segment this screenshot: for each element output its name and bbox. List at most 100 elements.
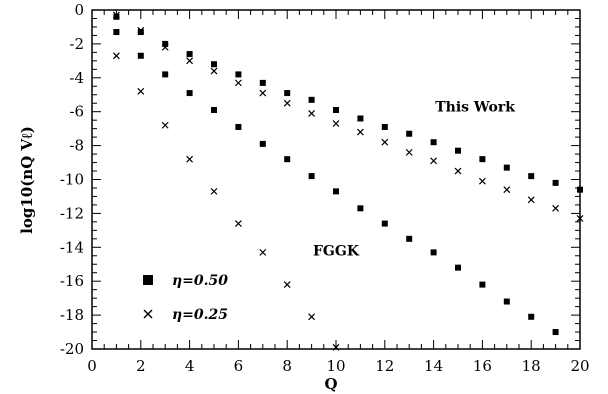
y-tick-label: -10 [60,171,84,189]
plot-axes: 0 2 4 6 8 10 12 14 16 18 20 0 -2 -4 -6 -8 -10 -12 -14 -16 -1… [60,1,590,375]
data-point-x [308,313,316,321]
data-point-x [259,248,267,256]
data-point-square [552,179,559,186]
legend-marker-square [143,275,153,285]
x-tick-label: 8 [282,357,292,375]
data-point-x [210,187,218,195]
data-point-square [235,71,242,78]
data-point-square [113,13,120,20]
x-tick-label: 6 [234,357,244,375]
data-point-x [478,177,486,185]
x-tick-label: 10 [326,357,345,375]
plot-frame [91,9,581,350]
x-axis-label: Q [324,375,337,393]
data-point-square [113,29,120,36]
data-point-square [333,188,339,195]
data-point-x [576,215,584,222]
data-point-x [234,79,242,87]
data-point-square [455,147,461,154]
data-point-square [479,281,486,288]
data-point-square [162,71,169,78]
x-tick-label: 12 [375,357,394,375]
data-point-x [527,196,535,204]
y-tick-label: -2 [69,35,84,53]
data-point-x [161,43,169,51]
data-point-x [186,57,194,65]
data-point-square [308,173,315,180]
data-point-square [528,173,535,180]
data-point-square [186,90,193,97]
data-point-x [356,128,364,136]
data-point-x [454,167,462,175]
y-tick-label: -18 [60,306,84,324]
data-point-square [503,164,510,171]
legend: η=0.50 η=0.25 [143,273,228,323]
data-point-x [112,52,120,60]
data-point-x [503,186,511,194]
x-tick-label: 18 [522,357,541,375]
legend-label-eta-050: η=0.50 [172,273,228,289]
data-point-x [405,148,413,156]
data-point-x [137,26,145,34]
x-tick-label: 2 [136,357,146,375]
data-point-x [234,220,242,227]
data-point-square [259,140,266,147]
annotation-this-work: This Work [435,100,515,116]
data-point-square [430,249,437,256]
data-point-square [137,52,144,59]
y-tick-label: -6 [69,103,84,121]
data-point-square [381,220,388,227]
data-point-square [406,130,413,137]
data-point-square [381,123,388,130]
data-point-x [112,11,120,19]
y-tick-label: -20 [60,340,84,358]
y-tick-label: -12 [60,204,84,222]
x-tick-label: 16 [473,357,492,375]
data-point-square [577,186,583,193]
data-point-square [259,79,266,86]
data-point-square [284,90,291,97]
y-tick-label: -8 [69,137,84,155]
data-point-x [210,67,218,75]
data-point-square [235,123,242,130]
data-point-square [357,115,364,122]
data-point-x [186,155,194,163]
data-point-x [137,87,145,95]
x-tick-label: 0 [87,357,97,375]
y-tick-label: 0 [74,1,84,19]
data-point-square [284,156,291,163]
data-point-x [259,89,267,97]
data-point-square [308,96,315,103]
y-tick-label: -16 [60,272,84,290]
data-point-square [479,156,486,163]
legend-marker-x [143,309,153,319]
legend-label-eta-025: η=0.25 [172,307,228,323]
data-point-x [161,121,169,129]
data-point-square [211,107,217,114]
data-point-square [503,298,510,305]
data-point-square [211,61,217,68]
annotation-fggk: FGGK [313,244,360,260]
data-point-square [455,264,461,271]
data-point-x [332,343,340,351]
data-point-x [332,120,340,127]
x-tick-label: 4 [185,357,195,375]
y-tick-label: -4 [69,69,84,87]
data-point-square [137,29,144,36]
data-point-x [283,99,291,107]
y-axis-label: log10(nQ Vℓ) [18,126,36,234]
data-point-x [430,157,438,165]
data-point-square [430,139,437,146]
data-point-x [381,138,389,146]
data-point-square [186,51,193,58]
data-point-square [162,40,169,47]
y-tick-label: -14 [60,238,84,256]
data-point-x [308,109,316,117]
x-tick-label: 14 [424,357,443,375]
data-point-square [528,313,535,320]
data-marks [112,11,584,351]
data-point-square [357,205,364,212]
data-point-square [406,235,413,242]
data-point-x [283,281,291,289]
